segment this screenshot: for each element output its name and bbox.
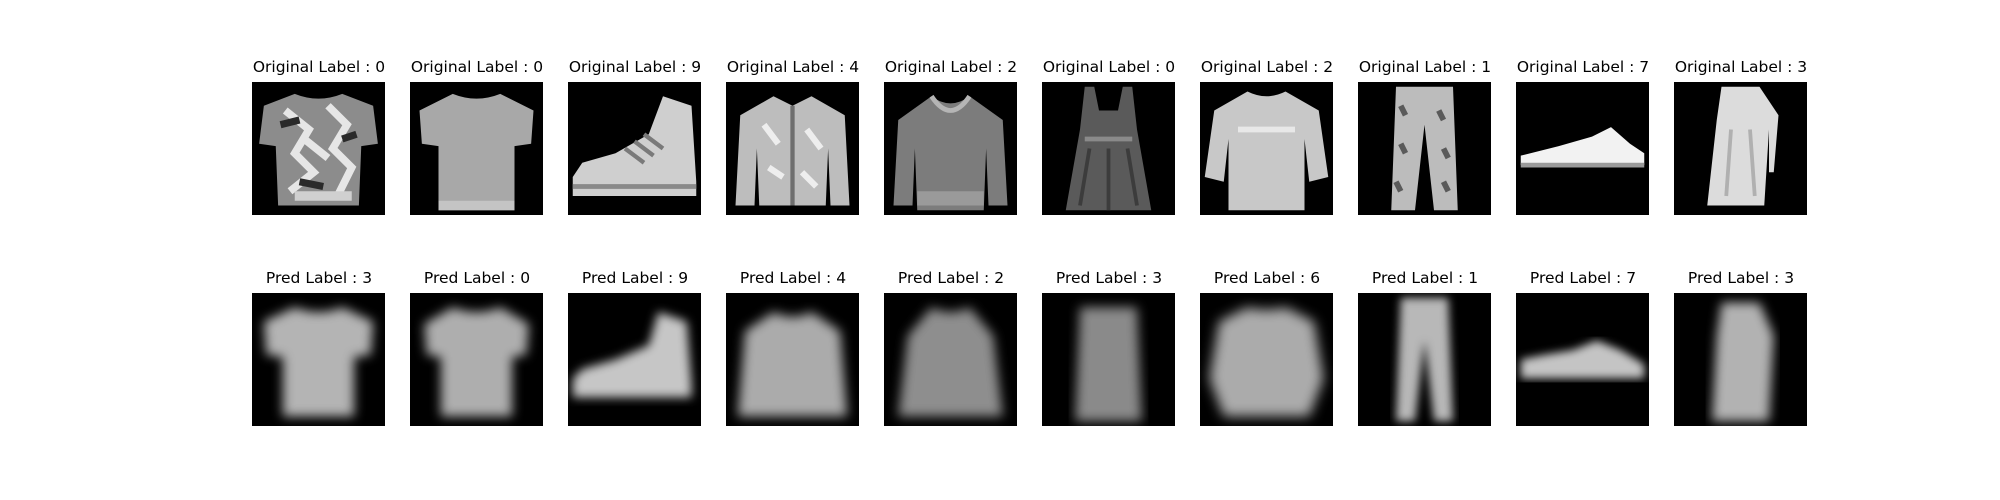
- original-label: Original Label : 1: [1358, 58, 1492, 76]
- tshirt-icon: [410, 82, 543, 215]
- dress-icon: [1674, 82, 1807, 215]
- blurry-tshirt-icon: [252, 293, 385, 426]
- blurry-ankle-boot-icon: [568, 293, 701, 426]
- blurry-sneaker-icon: [1516, 293, 1649, 426]
- trouser-icon: [1358, 82, 1491, 215]
- coat-icon: [726, 82, 859, 215]
- original-label: Original Label : 9: [568, 58, 702, 76]
- pred-label: Pred Label : 6: [1213, 269, 1321, 287]
- tshirt-patterned-icon: [252, 82, 385, 215]
- original-label: Original Label : 4: [726, 58, 860, 76]
- blurry-shirt-icon: [1200, 293, 1333, 426]
- blurry-coat-icon: [726, 293, 859, 426]
- original-label: Original Label : 3: [1674, 58, 1808, 76]
- blurry-pullover-icon: [884, 293, 1017, 426]
- original-label: Original Label : 0: [410, 58, 544, 76]
- original-label: Original Label : 0: [1042, 58, 1176, 76]
- original-label: Original Label : 0: [252, 58, 386, 76]
- original-label: Original Label : 2: [884, 58, 1018, 76]
- original-label: Original Label : 2: [1200, 58, 1334, 76]
- sneaker-icon: [1516, 82, 1649, 215]
- pred-label: Pred Label : 3: [265, 269, 373, 287]
- pred-label: Pred Label : 7: [1529, 269, 1637, 287]
- pred-label: Pred Label : 4: [739, 269, 847, 287]
- blurry-tshirt-icon: [410, 293, 543, 426]
- blurry-trouser-icon: [1358, 293, 1491, 426]
- blurry-dress-icon: [1674, 293, 1807, 426]
- ankle-boot-icon: [568, 82, 701, 215]
- tank-dress-icon: [1042, 82, 1175, 215]
- pred-label: Pred Label : 9: [581, 269, 689, 287]
- pred-label: Pred Label : 3: [1055, 269, 1163, 287]
- blurry-dress-icon: [1042, 293, 1175, 426]
- long-sleeve-top-icon: [1200, 82, 1333, 215]
- pred-label: Pred Label : 3: [1687, 269, 1795, 287]
- pred-label: Pred Label : 2: [897, 269, 1005, 287]
- pred-label: Pred Label : 0: [423, 269, 531, 287]
- pred-label: Pred Label : 1: [1371, 269, 1479, 287]
- pullover-icon: [884, 82, 1017, 215]
- original-label: Original Label : 7: [1516, 58, 1650, 76]
